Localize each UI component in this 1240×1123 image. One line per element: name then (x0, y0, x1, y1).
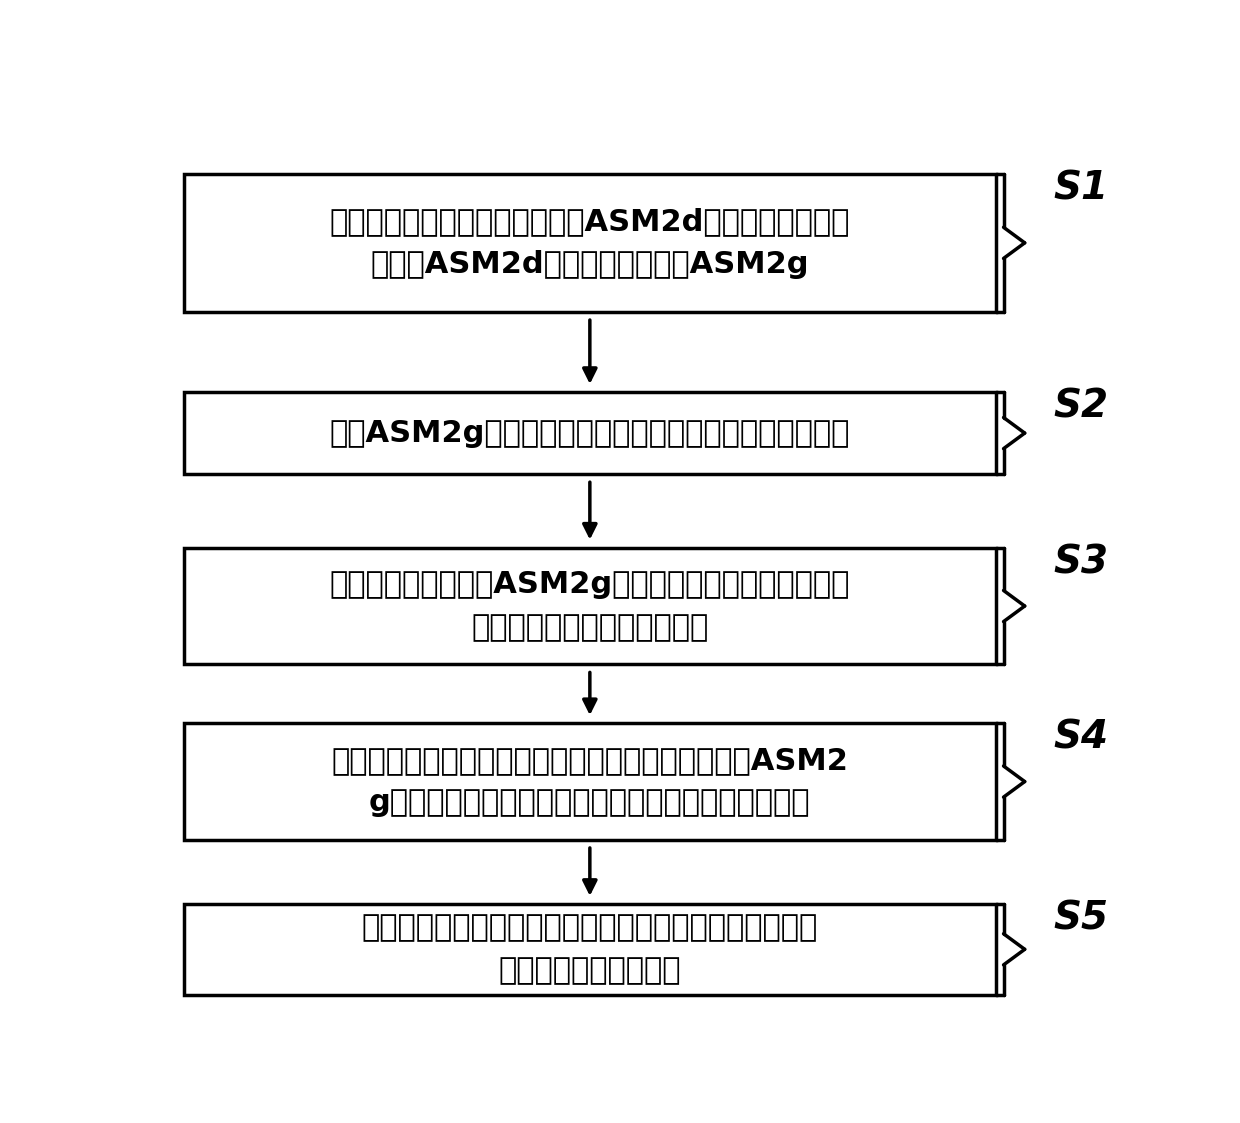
Text: S1: S1 (1054, 170, 1109, 208)
Bar (184, 904, 996, 995)
Bar (184, 174, 996, 312)
Bar (184, 548, 996, 665)
Text: 根据初步稳态模拟的结果以及灵敏度分析，校准所述ASM2
g模型的动力学参数和化学计量学参数，实现稳态模拟: 根据初步稳态模拟的结果以及灵敏度分析，校准所述ASM2 g模型的动力学参数和化学… (331, 746, 848, 818)
Text: S2: S2 (1054, 387, 1109, 426)
Bar (184, 392, 996, 474)
Text: 将稳态模拟结果作为动态模拟的初始输入值，对动态进水
水质进行动态模拟分析: 将稳态模拟结果作为动态模拟的初始输入值，对动态进水 水质进行动态模拟分析 (362, 913, 818, 985)
Text: 将进水水质浓度作为ASM2g模型组分浓度的输入，并对污
水处理工艺进行初步稳态模拟: 将进水水质浓度作为ASM2g模型组分浓度的输入，并对污 水处理工艺进行初步稳态模… (330, 570, 851, 642)
Text: 将增加的动力学表达式写入含有ASM2d模型的仿真软件中
，结合ASM2d模型构建新的模型ASM2g: 将增加的动力学表达式写入含有ASM2d模型的仿真软件中 ，结合ASM2d模型构建… (330, 207, 851, 279)
Text: S3: S3 (1054, 544, 1109, 582)
Text: 利用ASM2g模型库中的各工艺组件单元构建污水处理工艺: 利用ASM2g模型库中的各工艺组件单元构建污水处理工艺 (330, 419, 851, 448)
Text: S4: S4 (1054, 719, 1109, 757)
Bar (184, 723, 996, 840)
Text: S5: S5 (1054, 900, 1109, 938)
